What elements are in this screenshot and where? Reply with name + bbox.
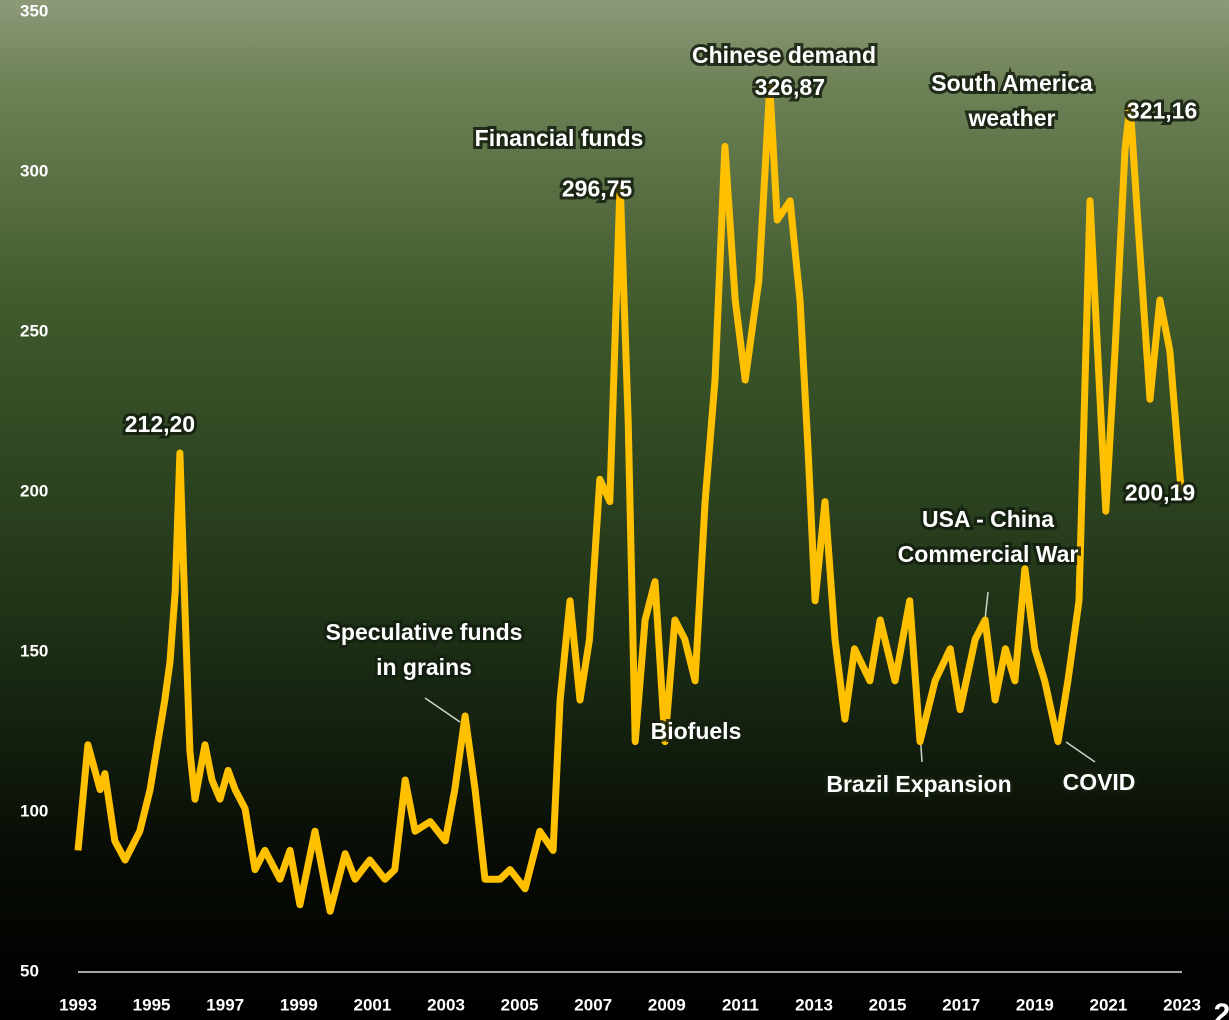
y-tick-label: 150 bbox=[20, 641, 48, 660]
x-tick-label: 1999 bbox=[280, 995, 318, 1014]
annotation: Speculative funds bbox=[326, 619, 523, 645]
leader-line bbox=[984, 591, 989, 621]
annotation: in grains bbox=[376, 654, 472, 680]
x-tick-label: 2007 bbox=[574, 995, 612, 1014]
y-tick-label: 300 bbox=[20, 161, 48, 180]
annotation: weather bbox=[968, 105, 1056, 131]
value-label: 321,16 bbox=[1127, 97, 1197, 123]
annotation: Biofuels bbox=[651, 718, 742, 744]
y-tick-label: 50 bbox=[20, 961, 39, 980]
y-tick-label: 250 bbox=[20, 321, 48, 340]
annotation: South America bbox=[931, 70, 1093, 96]
x-tick-label: 2011 bbox=[722, 995, 759, 1014]
x-tick-label: 2001 bbox=[353, 995, 391, 1014]
annotation: Commercial War bbox=[898, 541, 1079, 567]
annotation: COVID bbox=[1063, 769, 1136, 795]
value-label: 200,19 bbox=[1125, 479, 1195, 505]
y-tick-label: 100 bbox=[20, 801, 48, 820]
x-tick-label: 2015 bbox=[869, 995, 907, 1014]
x-tick-label: 2009 bbox=[648, 995, 686, 1014]
y-tick-label: 350 bbox=[20, 1, 48, 20]
leader-line bbox=[424, 697, 461, 723]
annotation: USA - China bbox=[922, 506, 1054, 532]
x-tick-label: 2013 bbox=[795, 995, 833, 1014]
leader-line bbox=[1065, 741, 1096, 763]
x-tick-label: 2017 bbox=[942, 995, 980, 1014]
value-label: 212,20 bbox=[125, 411, 195, 437]
price-line bbox=[74, 82, 1186, 915]
x-tick-label: 2003 bbox=[427, 995, 465, 1014]
annotation: Chinese demand bbox=[692, 42, 876, 68]
x-tick-label: 2023 bbox=[1163, 995, 1201, 1014]
annotation: Brazil Expansion bbox=[826, 771, 1011, 797]
x-tick-label: 1997 bbox=[206, 995, 244, 1014]
x-tick-label: 2019 bbox=[1016, 995, 1054, 1014]
x-tick-label: 2005 bbox=[501, 995, 539, 1014]
y-tick-label: 200 bbox=[20, 481, 48, 500]
page-number: 2 bbox=[1214, 998, 1229, 1020]
value-label: 296,75 bbox=[562, 175, 633, 201]
value-label: 326,87 bbox=[755, 74, 825, 100]
x-tick-label: 2021 bbox=[1089, 995, 1127, 1014]
x-tick-label: 1995 bbox=[133, 995, 171, 1014]
x-tick-label: 1993 bbox=[59, 995, 97, 1014]
leader-lines bbox=[424, 591, 1096, 763]
annotation: Financial funds bbox=[475, 125, 644, 151]
